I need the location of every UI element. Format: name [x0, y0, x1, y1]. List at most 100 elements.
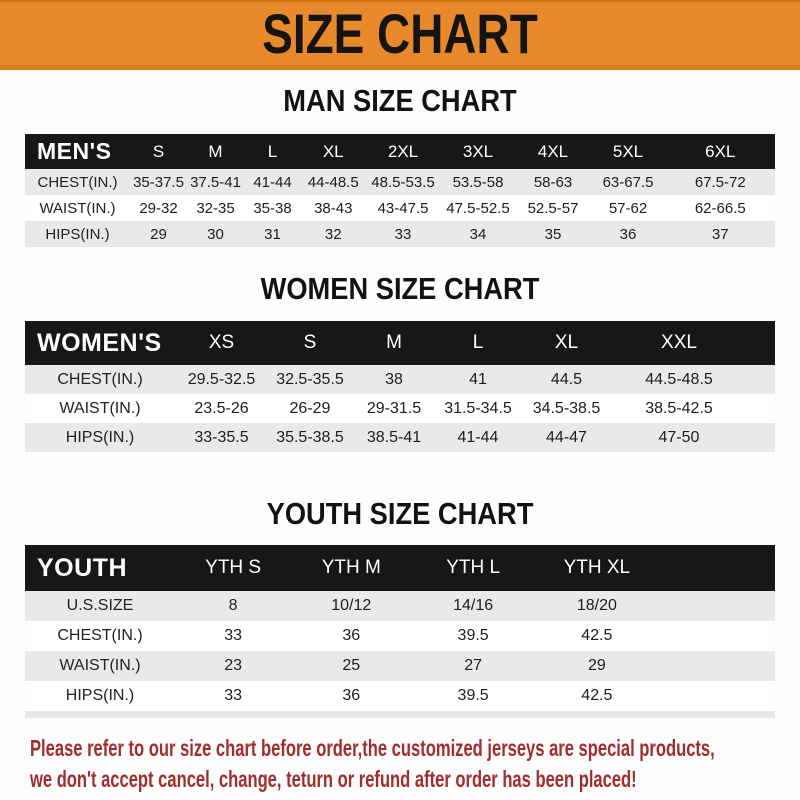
size-table-body: U.S.SIZE 8 10/12 14/16 18/20 CHEST(IN.) 33 36 39… — [25, 591, 775, 711]
measurement-value: 36 — [291, 621, 412, 651]
size-column-header: XS — [175, 321, 268, 365]
measurement-value: 57-62 — [590, 195, 666, 221]
measurement-value: 23.5-26 — [175, 394, 268, 423]
measurement-value: 35-37.5 — [130, 169, 187, 195]
row-label: HIPS(IN.) — [25, 681, 175, 711]
size-column-header: YTH XL — [535, 545, 659, 591]
size-column-header: 6XL — [665, 134, 775, 169]
measurement-value: 35 — [515, 221, 591, 247]
measurement-value: 62-66.5 — [665, 195, 775, 221]
filler-cell — [745, 394, 775, 423]
row-label: CHEST(IN.) — [25, 621, 175, 651]
filler-cell — [745, 365, 775, 394]
measurement-value: 38.5-42.5 — [613, 394, 745, 423]
measurement-value: 52.5-57 — [515, 195, 591, 221]
measurement-value: 10/12 — [291, 591, 412, 621]
size-column-header: M — [187, 134, 244, 169]
men-section-title: MAN SIZE CHART — [283, 83, 517, 118]
measurement-row: U.S.SIZE 8 10/12 14/16 18/20 — [25, 591, 775, 621]
measurement-value: 47-50 — [613, 423, 745, 452]
size-column-header: L — [244, 134, 301, 169]
size-column-header: XL — [301, 134, 366, 169]
youth-section-title: YOUTH SIZE CHART — [266, 496, 534, 531]
size-column-header: L — [436, 321, 520, 365]
size-column-header: XL — [520, 321, 613, 365]
size-header-row: WOMEN'S XS S M L XL XXL — [25, 321, 775, 365]
measurement-value: 18/20 — [535, 591, 659, 621]
youth-size-table: YOUTH YTH S YTH M YTH L YTH XL U.S.SIZE 8 10/12… — [25, 545, 775, 711]
disclaimer-footer: Please refer to our size chart before or… — [30, 733, 800, 795]
measurement-value: 32.5-35.5 — [268, 365, 352, 394]
measurement-row: CHEST(IN.) 35-37.5 37.5-41 41-44 44-48.5 48.5… — [25, 169, 775, 195]
measurement-value: 29 — [535, 651, 659, 681]
women-section-title: WOMEN SIZE CHART — [260, 271, 540, 306]
measurement-value: 42.5 — [535, 621, 659, 651]
measurement-value: 44-48.5 — [301, 169, 366, 195]
measurement-value: 8 — [175, 591, 292, 621]
row-label: WAIST(IN.) — [25, 195, 130, 221]
measurement-value: 41 — [436, 365, 520, 394]
size-column-header: XXL — [613, 321, 745, 365]
measurement-value: 29-31.5 — [352, 394, 436, 423]
table-corner-label: WOMEN'S — [25, 321, 175, 365]
measurement-value: 33 — [175, 681, 292, 711]
measurement-value: 38 — [352, 365, 436, 394]
women-size-table: WOMEN'S XS S M L XL XXL CHEST(IN.) 29.5-32.5 32.5… — [25, 321, 775, 452]
filler-cell — [658, 591, 775, 621]
measurement-value: 31 — [244, 221, 301, 247]
measurement-row: WAIST(IN.) 23.5-26 26-29 29-31.5 31.5-34.5 34… — [25, 394, 775, 423]
row-label: HIPS(IN.) — [25, 423, 175, 452]
filler-cell — [658, 545, 775, 591]
table-corner-label: MEN'S — [25, 134, 130, 169]
men-size-table: MEN'S S M L XL 2XL 3XL 4XL 5XL 6XL CHEST(IN.) 35-37… — [25, 134, 775, 247]
size-header-row: YOUTH YTH S YTH M YTH L YTH XL — [25, 545, 775, 591]
banner-title: SIZE CHART — [262, 1, 538, 65]
measurement-value: 37.5-41 — [187, 169, 244, 195]
measurement-value: 33 — [365, 221, 441, 247]
size-header-row: MEN'S S M L XL 2XL 3XL 4XL 5XL 6XL — [25, 134, 775, 169]
measurement-value: 33-35.5 — [175, 423, 268, 452]
filler-cell — [745, 423, 775, 452]
size-column-header: YTH M — [291, 545, 412, 591]
size-column-header: 5XL — [590, 134, 666, 169]
size-table-head: YOUTH YTH S YTH M YTH L YTH XL — [25, 545, 775, 591]
measurement-value: 44.5 — [520, 365, 613, 394]
women-size-section: WOMEN SIZE CHART WOMEN'S XS S M L XL XXL CHEST(… — [0, 271, 800, 452]
measurement-value: 32-35 — [187, 195, 244, 221]
row-label: WAIST(IN.) — [25, 651, 175, 681]
measurement-value: 44.5-48.5 — [613, 365, 745, 394]
measurement-value: 26-29 — [268, 394, 352, 423]
disclaimer-line-1: Please refer to our size chart before or… — [30, 735, 715, 761]
measurement-row: HIPS(IN.) 29 30 31 32 33 34 35 36 37 — [25, 221, 775, 247]
measurement-value: 27 — [411, 651, 535, 681]
size-column-header: M — [352, 321, 436, 365]
filler-cell — [658, 651, 775, 681]
row-label: CHEST(IN.) — [25, 169, 130, 195]
measurement-row: HIPS(IN.) 33 36 39.5 42.5 — [25, 681, 775, 711]
men-size-section: MAN SIZE CHART MEN'S S M L XL 2XL 3XL 4XL 5XL 6XL… — [0, 83, 800, 247]
measurement-value: 37 — [665, 221, 775, 247]
measurement-value: 34.5-38.5 — [520, 394, 613, 423]
measurement-value: 47.5-52.5 — [440, 195, 516, 221]
measurement-value: 35.5-38.5 — [268, 423, 352, 452]
size-column-header: 3XL — [440, 134, 516, 169]
measurement-value: 41-44 — [244, 169, 301, 195]
measurement-value: 32 — [301, 221, 366, 247]
size-column-header: S — [268, 321, 352, 365]
size-table-head: MEN'S S M L XL 2XL 3XL 4XL 5XL 6XL — [25, 134, 775, 169]
measurement-value: 36 — [590, 221, 666, 247]
measurement-value: 38.5-41 — [352, 423, 436, 452]
measurement-value: 58-63 — [515, 169, 591, 195]
measurement-value: 36 — [291, 681, 412, 711]
size-column-header: YTH S — [175, 545, 292, 591]
measurement-value: 31.5-34.5 — [436, 394, 520, 423]
size-column-header: 4XL — [515, 134, 591, 169]
row-label: CHEST(IN.) — [25, 365, 175, 394]
measurement-value: 29.5-32.5 — [175, 365, 268, 394]
measurement-value: 30 — [187, 221, 244, 247]
row-label: U.S.SIZE — [25, 591, 175, 621]
measurement-value: 67.5-72 — [665, 169, 775, 195]
measurement-row: WAIST(IN.) 23 25 27 29 — [25, 651, 775, 681]
measurement-row: CHEST(IN.) 29.5-32.5 32.5-35.5 38 41 44.5 44.5… — [25, 365, 775, 394]
